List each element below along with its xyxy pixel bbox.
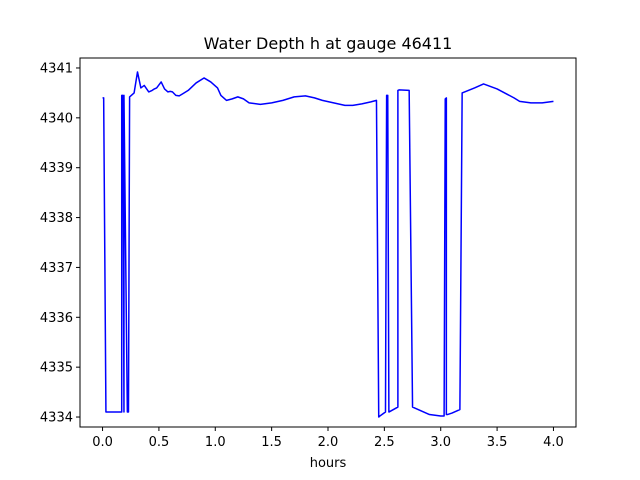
y-tick-label: 4338 [40, 211, 73, 226]
y-tick-label: 4337 [40, 261, 73, 276]
x-tick-label: 1.0 [205, 435, 226, 450]
y-tick-label: 4334 [40, 411, 73, 426]
y-axis-ticks: 4334 4335 4336 4337 4338 4339 4340 4341 [40, 61, 80, 426]
x-tick-label: 1.5 [261, 435, 282, 450]
y-tick-label: 4339 [40, 161, 73, 176]
x-axis-ticks: 0.0 0.5 1.0 1.5 2.0 2.5 3.0 3.5 4.0 [92, 427, 564, 450]
chart-title: Water Depth h at gauge 46411 [204, 34, 453, 53]
x-tick-label: 0.0 [92, 435, 113, 450]
x-tick-label: 4.0 [543, 435, 564, 450]
y-tick-label: 4340 [40, 111, 73, 126]
x-axis-label: hours [310, 456, 347, 471]
x-tick-label: 0.5 [149, 435, 170, 450]
x-tick-label: 2.5 [374, 435, 395, 450]
x-tick-label: 3.0 [430, 435, 451, 450]
y-tick-label: 4336 [40, 311, 73, 326]
y-tick-label: 4341 [40, 61, 73, 76]
x-tick-label: 3.5 [487, 435, 508, 450]
x-tick-label: 2.0 [318, 435, 339, 450]
y-tick-label: 4335 [40, 361, 73, 376]
series-line-depth [102, 71, 554, 418]
